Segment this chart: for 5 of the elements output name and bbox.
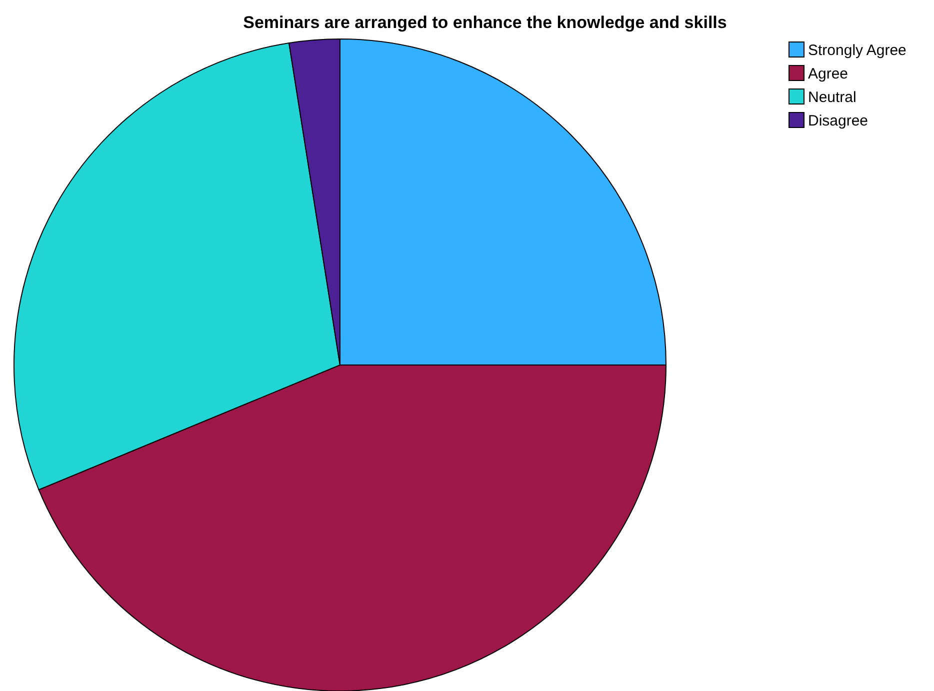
- legend-label: Agree: [808, 66, 848, 82]
- legend-label: Disagree: [808, 112, 868, 130]
- legend-label: Strongly Agree: [808, 42, 906, 59]
- legend-label: Neutral: [808, 89, 856, 106]
- chart-title: Seminars are arranged to enhance the knowledge and skills: [243, 13, 727, 32]
